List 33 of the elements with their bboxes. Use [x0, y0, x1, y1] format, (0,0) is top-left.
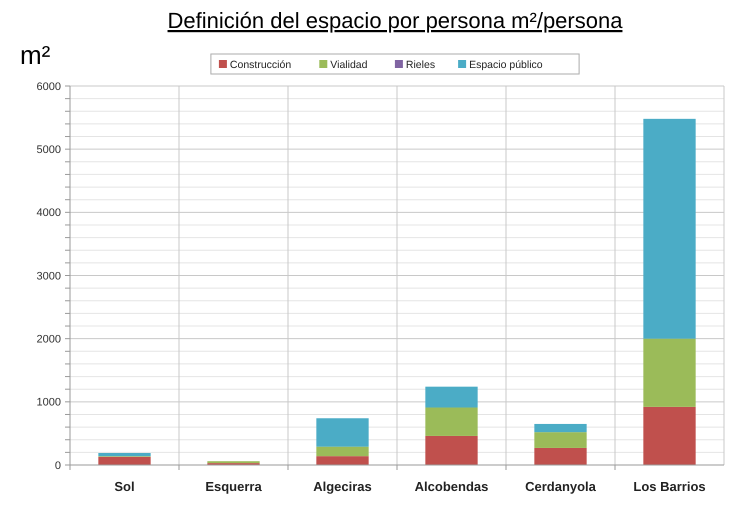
legend-label: Espacio público	[469, 59, 543, 71]
bar	[316, 446, 369, 456]
y-tick-label: 6000	[36, 80, 61, 93]
legend-label: Construcción	[230, 59, 292, 71]
bar	[534, 432, 587, 448]
chart-title: Definición del espacio por persona m²/persona	[168, 8, 624, 33]
x-tick-label: Los Barrios	[633, 479, 706, 494]
bar	[316, 418, 369, 447]
y-tick-label: 2000	[36, 334, 61, 346]
y-axis-title: m²	[20, 40, 51, 70]
bar	[643, 406, 696, 465]
y-tick-label: 0	[54, 460, 61, 472]
y-tick-label: 5000	[36, 144, 61, 156]
legend-label: Rieles	[406, 59, 436, 71]
bar	[425, 408, 478, 436]
legend-label: Vialidad	[330, 59, 368, 71]
x-tick-label: Esquerra	[205, 479, 262, 494]
bar	[534, 448, 587, 465]
y-tick-label: 1000	[36, 396, 61, 409]
y-tick-label: 3000	[36, 270, 61, 282]
bar	[643, 118, 696, 339]
x-tick-label: Algeciras	[313, 479, 372, 494]
x-tick-label: Sol	[114, 479, 135, 494]
bar	[534, 424, 587, 432]
x-tick-label: Alcobendas	[414, 479, 488, 494]
x-tick-label: Cerdanyola	[525, 479, 597, 494]
bar	[425, 386, 478, 408]
bar	[425, 436, 478, 465]
bar	[316, 456, 369, 465]
bar	[98, 456, 151, 465]
bar	[643, 338, 696, 407]
bar	[98, 453, 151, 456]
y-tick-label: 4000	[36, 207, 61, 220]
